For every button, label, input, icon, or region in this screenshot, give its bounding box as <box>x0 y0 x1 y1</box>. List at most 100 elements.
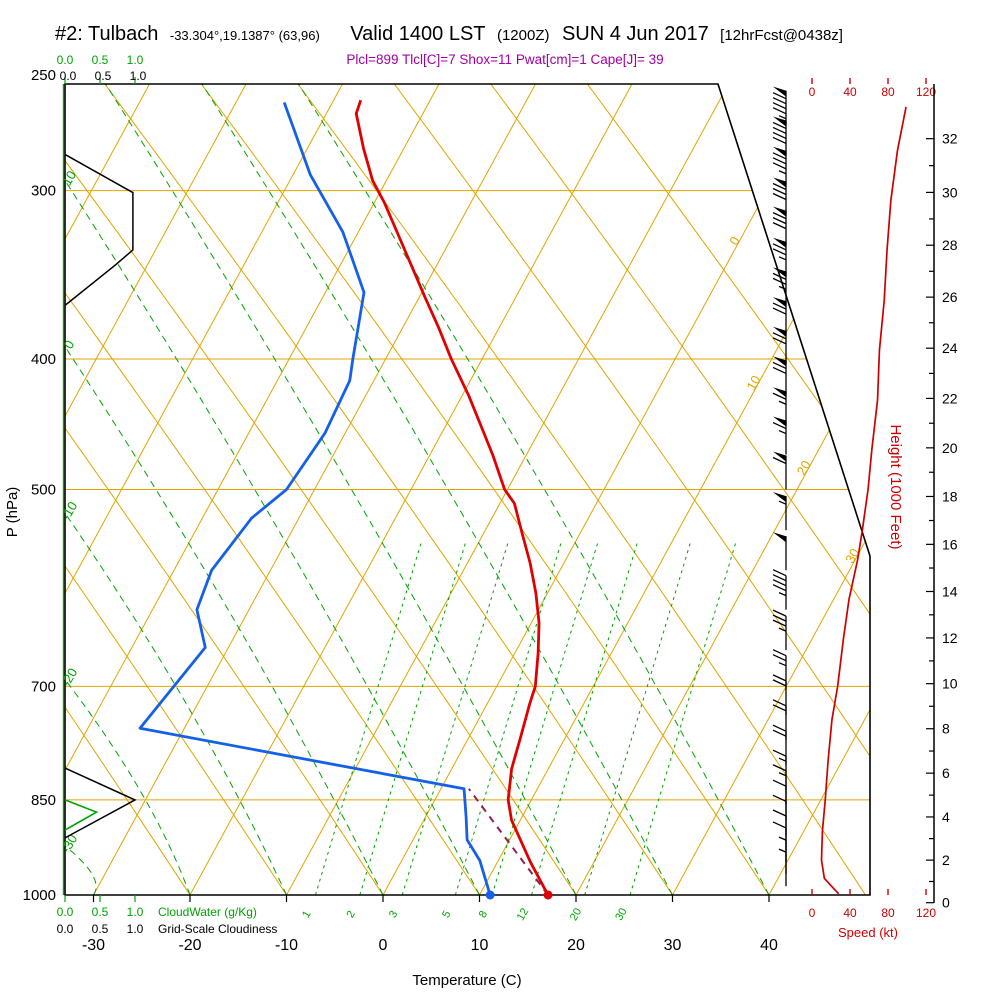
svg-text:10: 10 <box>942 676 958 692</box>
svg-text:Grid-Scale Cloudiness: Grid-Scale Cloudiness <box>158 922 277 936</box>
svg-text:22: 22 <box>942 390 958 406</box>
svg-text:5: 5 <box>440 909 453 920</box>
svg-text:Height (1000 Feet): Height (1000 Feet) <box>887 424 904 549</box>
svg-text:10: 10 <box>743 373 763 393</box>
cloud-profiles <box>64 153 137 839</box>
svg-text:CloudWater (g/Kg): CloudWater (g/Kg) <box>158 905 257 919</box>
valid-time-label: Valid 1400 LST <box>350 23 485 45</box>
svg-text:10: 10 <box>471 937 489 954</box>
svg-text:30: 30 <box>613 906 630 923</box>
svg-text:20: 20 <box>794 458 814 478</box>
svg-text:1.0: 1.0 <box>127 905 144 919</box>
dewpoint-profile-line <box>138 101 492 896</box>
temperature-profile-line <box>354 99 550 896</box>
sounding-profiles <box>138 99 553 900</box>
svg-text:250: 250 <box>31 67 56 84</box>
green-grid <box>65 84 770 895</box>
svg-text:8: 8 <box>942 721 950 737</box>
svg-text:8: 8 <box>477 909 490 920</box>
valid-zulu-label: (1200Z) <box>497 27 550 44</box>
svg-text:2: 2 <box>345 909 358 920</box>
svg-text:10: 10 <box>59 168 79 188</box>
plot-frame <box>62 83 871 896</box>
svg-text:0: 0 <box>379 937 388 954</box>
surface-dewpoint-dot <box>485 890 495 900</box>
svg-text:6: 6 <box>942 765 950 781</box>
svg-text:0: 0 <box>809 906 816 920</box>
svg-text:0.5: 0.5 <box>92 905 109 919</box>
svg-text:0.5: 0.5 <box>92 53 109 67</box>
svg-text:12: 12 <box>942 630 958 646</box>
svg-text:20: 20 <box>942 440 958 456</box>
svg-text:300: 300 <box>31 183 56 200</box>
svg-text:Temperature (C): Temperature (C) <box>412 972 521 989</box>
svg-text:500: 500 <box>31 482 56 499</box>
svg-text:850: 850 <box>31 792 56 809</box>
svg-text:28: 28 <box>942 237 958 253</box>
station-label: #2: Tulbach <box>55 23 158 45</box>
forecast-tag-label: [12hrFcst@0438z] <box>720 27 843 44</box>
wind-barbs <box>772 86 787 887</box>
svg-text:-30: -30 <box>82 937 105 954</box>
svg-text:-20: -20 <box>58 665 80 689</box>
parcel-path-line <box>468 788 549 896</box>
svg-text:1.0: 1.0 <box>130 69 147 83</box>
cloud-scales: 0.0 0.0 0.0 0.0 0.5 0.5 0.5 0.5 1.0 1.0 1.0 1.0 Clou… <box>57 53 278 936</box>
svg-text:120: 120 <box>916 906 936 920</box>
station-coordinates: -33.304°,19.1387° (63,96) <box>170 28 320 43</box>
wind-speed-profile-line <box>820 106 907 895</box>
svg-text:24: 24 <box>942 340 958 356</box>
svg-text:-10: -10 <box>275 937 298 954</box>
valid-date-label: SUN 4 Jun 2017 <box>562 23 709 45</box>
svg-text:-10: -10 <box>58 499 80 523</box>
svg-text:1: 1 <box>300 909 313 920</box>
svg-text:-20: -20 <box>178 937 201 954</box>
svg-text:Speed (kt): Speed (kt) <box>838 925 898 940</box>
svg-text:120: 120 <box>916 85 936 99</box>
svg-text:0: 0 <box>809 85 816 99</box>
svg-text:40: 40 <box>760 937 778 954</box>
svg-text:P (hPa): P (hPa) <box>4 487 21 538</box>
svg-text:16: 16 <box>942 536 958 552</box>
svg-text:12: 12 <box>515 906 532 923</box>
svg-text:1.0: 1.0 <box>127 53 144 67</box>
svg-text:30: 30 <box>942 184 958 200</box>
svg-text:0.0: 0.0 <box>57 922 74 936</box>
svg-text:32: 32 <box>942 131 958 147</box>
svg-text:40: 40 <box>843 906 857 920</box>
svg-text:14: 14 <box>942 583 958 599</box>
svg-text:0.0: 0.0 <box>60 69 77 83</box>
svg-text:0.5: 0.5 <box>92 922 109 936</box>
chart-title: #2: Tulbach -33.304°,19.1387° (63,96) Va… <box>55 23 843 45</box>
svg-text:2: 2 <box>942 852 950 868</box>
svg-text:1000: 1000 <box>23 887 56 904</box>
svg-text:4: 4 <box>942 809 950 825</box>
svg-text:0: 0 <box>726 234 743 248</box>
svg-text:1.0: 1.0 <box>127 922 144 936</box>
svg-text:0: 0 <box>942 895 950 911</box>
svg-text:20: 20 <box>568 906 585 923</box>
svg-text:700: 700 <box>31 678 56 695</box>
svg-text:30: 30 <box>664 937 682 954</box>
svg-text:3: 3 <box>387 909 400 920</box>
surface-temperature-dot <box>543 890 553 900</box>
svg-text:20: 20 <box>567 937 585 954</box>
svg-text:80: 80 <box>881 85 895 99</box>
svg-text:0.0: 0.0 <box>57 905 74 919</box>
stability-indices-line: Plcl=899 Tlcl[C]=7 Shox=11 Pwat[cm]=1 Ca… <box>346 52 663 67</box>
svg-text:18: 18 <box>942 488 958 504</box>
speed-axis: 0 0 40 40 80 80 120 120 Speed (kt) Height (1000 F… <box>809 78 936 940</box>
svg-text:400: 400 <box>31 351 56 368</box>
background-grid <box>65 84 870 895</box>
svg-text:0.5: 0.5 <box>95 69 112 83</box>
svg-text:26: 26 <box>942 289 958 305</box>
svg-text:0.0: 0.0 <box>57 53 74 67</box>
svg-text:80: 80 <box>881 906 895 920</box>
svg-text:40: 40 <box>843 85 857 99</box>
